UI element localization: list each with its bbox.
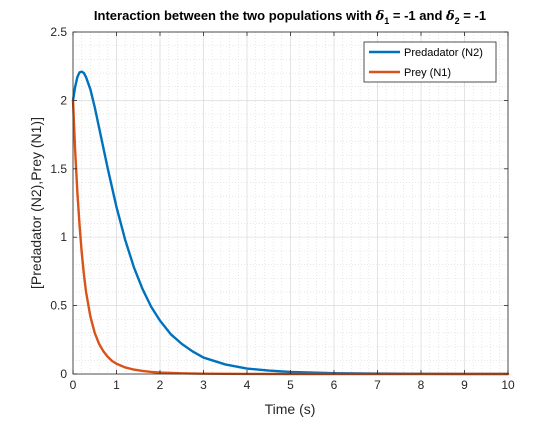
ticks bbox=[72, 31, 509, 375]
y-tick-label: 0 bbox=[60, 367, 67, 381]
series-line-0 bbox=[71, 70, 510, 376]
x-tick-label: 1 bbox=[113, 378, 120, 392]
y-tick-label: 2 bbox=[60, 93, 67, 107]
x-tick-label: 10 bbox=[501, 378, 515, 392]
x-tick-label: 2 bbox=[157, 378, 164, 392]
x-tick-label: 9 bbox=[461, 378, 468, 392]
x-axis-label: Time (s) bbox=[265, 401, 316, 417]
y-tick-label: 1.5 bbox=[50, 162, 67, 176]
legend-label-prey: Prey (N1) bbox=[404, 67, 451, 79]
y-tick-label: 1 bbox=[60, 230, 67, 244]
x-tick-label: 5 bbox=[287, 378, 294, 392]
tick-labels: 0 1 2 3 4 5 6 7 8 9 10 0 0.5 1 1.5 2 2.5 bbox=[50, 25, 515, 392]
x-tick-label: 8 bbox=[418, 378, 425, 392]
legend: Predadator (N2) Prey (N1) bbox=[363, 41, 497, 83]
y-tick-label: 0.5 bbox=[50, 299, 67, 313]
x-tick-label: 4 bbox=[244, 378, 251, 392]
x-tick-label: 3 bbox=[200, 378, 207, 392]
legend-label-predator: Predadator (N2) bbox=[404, 47, 483, 59]
legend-box bbox=[363, 41, 497, 83]
y-tick-label: 2.5 bbox=[50, 25, 67, 39]
x-tick-label: 6 bbox=[331, 378, 338, 392]
x-tick-label: 7 bbox=[374, 378, 381, 392]
chart-title: Interaction between the two populations … bbox=[94, 8, 486, 26]
x-tick-label: 0 bbox=[70, 378, 77, 392]
y-axis-label: [Predadator (N2),Prey (N1)] bbox=[28, 117, 44, 289]
